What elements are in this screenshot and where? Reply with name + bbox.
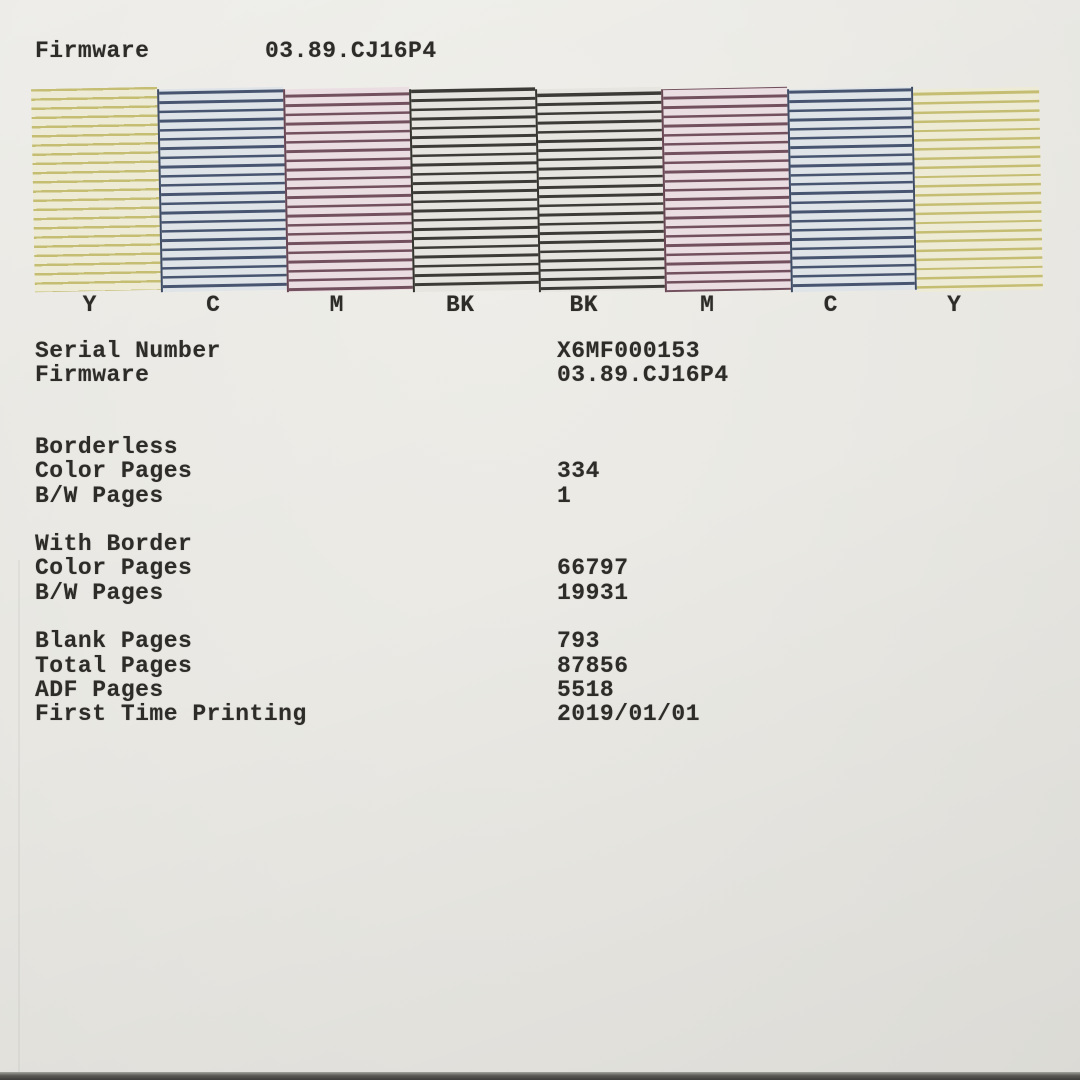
serial-number-value: X6MF000153 [557,338,701,364]
nozzle-block-magenta-left [283,86,413,293]
first-time-printing-row: First Time Printing 2019/01/01 [35,701,700,728]
serial-number-row: Serial Number X6MF000153 [35,338,700,364]
borderless-color-pages-value: 334 [557,458,600,485]
with-border-bw-pages-row: B/W Pages 19931 [35,579,628,606]
with-border-color-pages-row: Color Pages 66797 [35,555,628,582]
blank-pages-row: Blank Pages 793 [35,628,599,655]
serial-number-label: Serial Number [35,338,221,364]
first-time-printing-label: First Time Printing [35,701,307,728]
photo-bottom-edge [0,1072,1080,1080]
with-border-color-pages-value: 66797 [557,555,629,582]
nozzle-block-cyan-right [787,86,917,293]
device-info-section: Serial Number X6MF000153 Firmware 03.89.… [35,338,728,389]
nozzle-block-cyan-left [157,86,287,293]
channel-label-y-left: Y [82,292,97,318]
nozzle-block-magenta-right [661,86,791,293]
firmware-header-label: Firmware [35,38,150,64]
borderless-bw-pages-row: B/W Pages 1 [35,482,571,509]
adf-pages-label: ADF Pages [35,676,164,703]
with-border-bw-pages-label: B/W Pages [35,579,164,606]
nozzle-check-pattern [31,86,1043,293]
blank-pages-label: Blank Pages [35,628,193,655]
borderless-color-pages-label: Color Pages [35,458,193,485]
section-gap [35,508,307,532]
channel-labels-row: Y C M BK BK M C Y [28,292,1016,318]
channel-label-m-left: M [329,292,344,318]
channel-label-c-right: C [823,292,838,318]
nozzle-block-yellow-left [31,86,161,293]
borderless-color-pages-row: Color Pages 334 [35,458,599,485]
nozzle-block-yellow-right [913,86,1043,293]
firmware-value: 03.89.CJ16P4 [557,362,729,389]
nozzle-block-black-right [535,86,665,293]
page-counters-section: Borderless Color Pages 334 B/W Pages 1 W… [35,435,700,728]
firmware-header-row: Firmware 03.89.CJ16P4 [35,38,735,64]
with-border-heading: With Border [35,532,307,556]
channel-label-y-right: Y [947,292,962,318]
first-time-printing-value: 2019/01/01 [557,701,701,728]
channel-label-bk-right: BK [569,292,599,318]
total-pages-value: 87856 [557,652,629,679]
firmware-label: Firmware [35,362,150,389]
blank-pages-value: 793 [557,628,600,655]
firmware-header-value: 03.89.CJ16P4 [265,38,437,64]
section-gap [35,605,307,629]
adf-pages-row: ADF Pages 5518 [35,676,614,703]
with-border-heading-label: With Border [35,531,193,558]
paper-crease [18,560,20,1073]
borderless-bw-pages-value: 1 [557,482,572,509]
total-pages-label: Total Pages [35,652,193,679]
with-border-bw-pages-value: 19931 [557,579,629,606]
channel-label-bk-left: BK [445,292,475,318]
total-pages-row: Total Pages 87856 [35,652,628,679]
adf-pages-value: 5518 [557,676,615,703]
channel-label-m-right: M [700,292,715,318]
borderless-bw-pages-label: B/W Pages [35,482,164,509]
borderless-heading: Borderless [35,435,307,459]
channel-label-c-left: C [206,292,221,318]
borderless-heading-label: Borderless [35,434,179,460]
firmware-row: Firmware 03.89.CJ16P4 [35,362,728,389]
nozzle-block-black-left [409,86,539,293]
with-border-color-pages-label: Color Pages [35,555,193,582]
